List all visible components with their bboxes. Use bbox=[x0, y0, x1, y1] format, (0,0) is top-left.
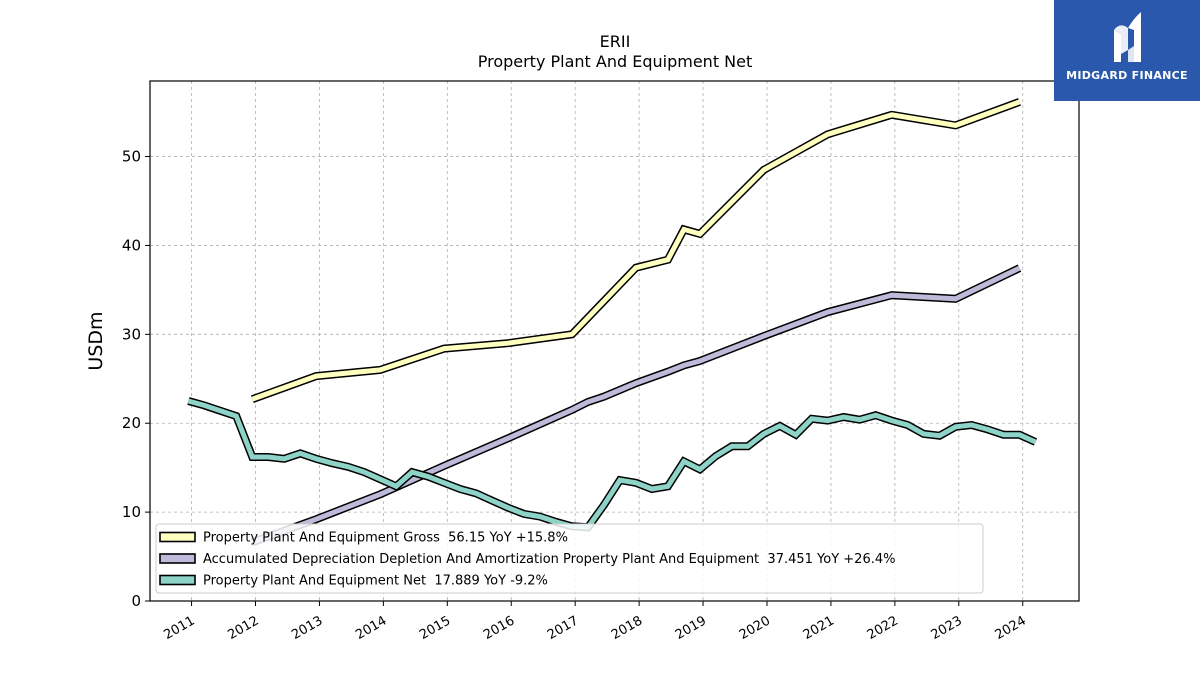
series-line-1 bbox=[251, 265, 1021, 545]
midgard-finance-logo: MIDGARD FINANCE bbox=[1054, 0, 1200, 101]
legend-label: Property Plant And Equipment Gross 56.15… bbox=[203, 531, 568, 546]
x-tick-label: 2011 bbox=[161, 613, 197, 643]
series-line-2 bbox=[187, 398, 1037, 530]
x-tick-label: 2015 bbox=[417, 613, 453, 643]
y-tick-label: 10 bbox=[122, 503, 141, 521]
x-tick-label: 2020 bbox=[737, 613, 773, 643]
legend: Property Plant And Equipment Gross 56.15… bbox=[155, 523, 984, 594]
y-tick-label: 20 bbox=[122, 414, 141, 432]
y-tick-label: 0 bbox=[131, 592, 141, 610]
x-tick-label: 2024 bbox=[993, 613, 1029, 643]
grid-lines bbox=[150, 81, 1079, 601]
logo-text: MIDGARD FINANCE bbox=[1066, 69, 1188, 82]
plot-frame bbox=[149, 80, 1080, 602]
series-outline-0 bbox=[250, 98, 1021, 403]
y-tick-label: 50 bbox=[122, 148, 141, 166]
x-tick-label: 2013 bbox=[289, 613, 325, 643]
chart-title: ERII bbox=[600, 32, 631, 51]
y-axis-label: USDm bbox=[85, 311, 107, 370]
x-tick-label: 2019 bbox=[673, 613, 709, 643]
x-tick-label: 2014 bbox=[353, 613, 389, 643]
x-axis: 2011 2012 2013 2014 2015 2016 2017 2018 2019 2020… bbox=[161, 601, 1029, 643]
x-tick-label: 2023 bbox=[929, 613, 965, 643]
x-tick-label: 2016 bbox=[481, 613, 517, 643]
legend-swatch bbox=[159, 574, 196, 586]
y-axis: 0 10 20 30 40 50 bbox=[122, 148, 150, 610]
x-tick-label: 2022 bbox=[865, 613, 901, 643]
x-tick-label: 2017 bbox=[545, 613, 581, 643]
logo-mark-icon bbox=[1114, 12, 1141, 62]
legend-label: Property Plant And Equipment Net 17.889 … bbox=[203, 574, 548, 589]
series-outline-2 bbox=[187, 397, 1038, 532]
y-tick-label: 40 bbox=[122, 236, 141, 254]
legend-label: Accumulated Depreciation Depletion And A… bbox=[203, 552, 895, 567]
x-tick-label: 2012 bbox=[225, 613, 261, 643]
x-tick-label: 2021 bbox=[801, 613, 837, 643]
y-tick-label: 30 bbox=[122, 325, 141, 343]
legend-swatch bbox=[159, 531, 196, 543]
x-tick-label: 2018 bbox=[609, 613, 645, 643]
legend-box bbox=[155, 523, 984, 594]
series-layer bbox=[187, 98, 1038, 547]
chart-subtitle: Property Plant And Equipment Net bbox=[478, 52, 753, 71]
legend-swatch bbox=[159, 553, 196, 564]
series-line-0 bbox=[251, 99, 1021, 402]
